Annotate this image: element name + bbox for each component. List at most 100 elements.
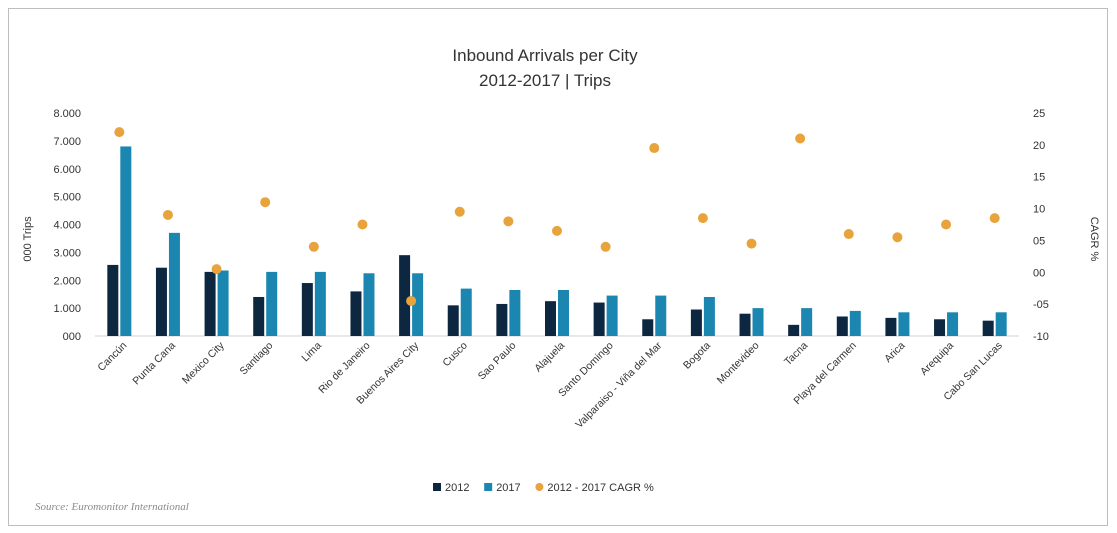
x-tick-label: Montevideo [715,340,762,387]
bar-2017 [120,146,132,336]
cagr-point [941,219,952,230]
bar-2017 [995,312,1007,336]
bar-2012 [447,305,459,336]
bar-2017 [266,271,278,336]
cagr-point [260,197,271,208]
bar-2012 [204,271,216,336]
x-tick-label: Lima [299,340,324,365]
bar-2012 [593,302,605,336]
x-tick-label: Bogota [681,340,713,372]
bar-2012 [350,291,362,336]
y-tick-label: 000 [63,331,81,343]
cagr-point [552,225,562,236]
bar-2017 [558,290,569,336]
bar-2017 [314,271,326,336]
bar-2012 [496,303,508,336]
cagr-point [308,241,319,252]
bar-2012 [934,319,946,336]
cagr-point [697,213,708,224]
bar-2012 [885,317,897,336]
bar-2017 [801,308,813,336]
bar-2012 [739,313,751,336]
source-note: Source: Euromonitor International [35,501,189,513]
y-tick-label: 7.000 [53,136,81,148]
cagr-point [649,143,660,154]
bar-2012 [642,319,654,336]
bar-2017 [363,273,375,336]
chart-canvas: Inbound Arrivals per City 2012-2017 | Tr… [22,46,1100,494]
legend: 2012 2017 2012 - 2017 CAGR % [433,482,654,494]
cagr-point [843,229,854,240]
x-tick-label: Santiago [238,340,276,378]
y2-tick-label: -05 [1033,299,1049,311]
x-tick-label: Tacna [782,340,810,368]
bar-2017 [752,308,764,336]
cagr-point [600,241,611,252]
y2-tick-label: 15 [1033,172,1045,184]
bar-2017 [509,290,521,336]
x-tick-label: Sao Paulo [476,340,519,383]
y-axis-label: 000 Trips [22,216,34,262]
cagr-point [406,295,417,306]
legend-label: 2012 [445,482,469,494]
chart-title: Inbound Arrivals per City [452,46,638,65]
cagr-points [114,127,1000,306]
bar-2017 [412,273,424,336]
y-tick-label: 4.000 [53,220,81,232]
bar-2017 [947,312,959,336]
x-axis-labels: Cancún Punta Cana Mexico City Santiago LimaR… [95,339,1004,431]
x-tick-label: Arica [882,340,908,366]
bar-2012 [301,283,313,336]
cagr-point [795,133,806,144]
y2-tick-label: -10 [1033,331,1049,343]
cagr-point [357,219,368,230]
bar-2017 [606,295,618,336]
y-tick-label: 6.000 [53,164,81,176]
legend-swatch [484,483,493,491]
bar-2012 [836,316,848,336]
y2-tick-label: 25 [1033,108,1045,120]
bar-series [107,146,1007,336]
bar-2012 [982,320,994,336]
y-tick-label: 1.000 [53,303,81,315]
bar-2017 [168,232,180,336]
cagr-point [892,232,903,243]
x-tick-label: Punta Cana [130,340,178,388]
chart-subtitle: 2012-2017 | Trips [479,71,611,90]
legend-label: 2017 [496,482,520,494]
bar-2012 [155,267,167,336]
cagr-point [162,209,173,220]
bar-2012 [107,264,119,336]
bar-2012 [788,324,800,336]
x-tick-label: Cancún [95,340,129,374]
bar-2012 [545,301,556,336]
legend-swatch [535,483,544,491]
cagr-point [746,238,757,249]
y2-tick-label: 10 [1033,204,1045,216]
cagr-point [114,127,125,138]
bar-2017 [460,288,472,336]
cagr-point [503,216,514,227]
y2-tick-label: 05 [1033,235,1045,247]
bar-2012 [399,255,411,336]
x-tick-label: Cusco [440,340,470,370]
y-tick-label: 8.000 [53,108,81,120]
y2-tick-label: 20 [1033,140,1045,152]
legend-label: 2012 - 2017 CAGR % [547,482,654,494]
bar-2017 [655,295,667,336]
x-tick-label: Mexico City [180,339,227,386]
y-tick-label: 3.000 [53,247,81,259]
cagr-point [211,264,222,275]
y-tick-label: 2.000 [53,275,81,287]
y-tick-label: 5.000 [53,192,81,204]
cagr-point [989,213,1000,224]
cagr-point [454,206,465,217]
y-axis-ticks: 8.000 7.000 6.000 5.000 4.000 3.000 2.000 1.000… [53,108,81,343]
bar-2017 [898,312,910,336]
x-tick-label: Valparaiso - Viña del Mar [573,339,665,431]
bar-2012 [253,296,265,336]
y2-tick-label: 00 [1033,267,1045,279]
bar-2012 [690,309,702,336]
legend-swatch [433,483,441,491]
bar-2017 [217,270,229,336]
